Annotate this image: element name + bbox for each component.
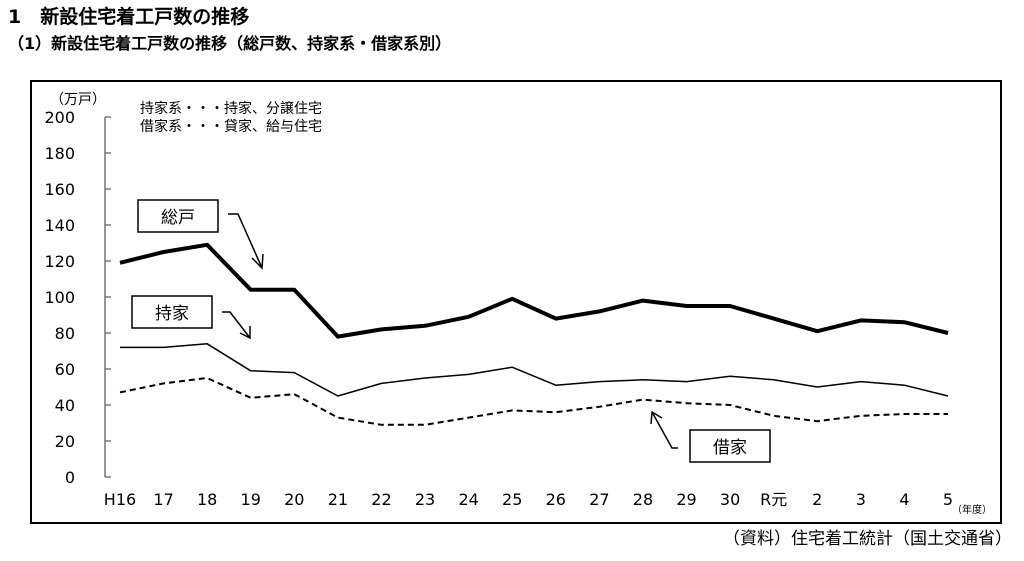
y-tick-label: 20	[55, 432, 75, 451]
x-tick-label: 28	[633, 490, 653, 509]
legend-note-rental: 借家系・・・貸家、給与住宅	[140, 118, 322, 135]
x-tick-label: 5	[943, 490, 953, 509]
x-tick-label: 2	[812, 490, 822, 509]
x-tick-label: 4	[899, 490, 909, 509]
series-line-thin	[120, 343, 949, 397]
x-tick-label: 26	[546, 490, 566, 509]
label-box-rental	[689, 429, 771, 463]
page-title: 1 新設住宅着工戸数の推移	[8, 6, 250, 28]
source-note: （資料）住宅着工統計（国土交通省）	[723, 529, 1012, 549]
label-box-total	[137, 199, 219, 233]
x-tick-label: 29	[676, 490, 696, 509]
y-tick-label: 200	[44, 108, 75, 127]
label-box-owner	[131, 295, 213, 329]
y-axis-label: （万戸）	[50, 92, 106, 108]
y-tick-label: 60	[55, 360, 75, 379]
x-axis-label: （年度）	[952, 503, 992, 516]
y-tick-label: 80	[55, 324, 75, 343]
y-tick-label: 100	[44, 288, 75, 307]
x-tick-label: 18	[197, 490, 217, 509]
y-tick-label: 140	[44, 216, 75, 235]
x-tick-label: 19	[241, 490, 261, 509]
x-tick-label: 21	[328, 490, 348, 509]
legend-note-owner: 持家系・・・持家、分譲住宅	[140, 100, 322, 117]
chart-frame	[30, 80, 1002, 524]
series-line-dashed	[119, 377, 948, 426]
y-tick-label: 180	[44, 144, 75, 163]
x-tick-label: 22	[371, 490, 391, 509]
y-tick-label: 40	[55, 396, 75, 415]
x-tick-label: 23	[415, 490, 435, 509]
label-owner: 持家	[155, 304, 189, 324]
y-tick-label: 160	[44, 180, 75, 199]
label-total: 総戸	[161, 208, 195, 228]
label-rental: 借家	[713, 438, 747, 458]
x-tick-label: 20	[284, 490, 304, 509]
x-tick-label: R元	[760, 490, 787, 509]
x-tick-label: 24	[458, 490, 478, 509]
arrow-total	[228, 213, 264, 270]
y-tick-label: 0	[65, 468, 75, 487]
arrow-owner	[222, 311, 251, 340]
x-tick-label: H16	[104, 490, 136, 509]
arrow-rental	[650, 410, 678, 449]
y-tick-label: 120	[44, 252, 75, 271]
x-tick-label: 30	[720, 490, 740, 509]
chart-subtitle: （1）新設住宅着工戸数の推移（総戸数、持家系・借家系別）	[8, 34, 452, 53]
x-tick-label: 27	[589, 490, 609, 509]
x-tick-label: 17	[153, 490, 173, 509]
x-tick-label: 25	[502, 490, 522, 509]
x-tick-label: 3	[856, 490, 866, 509]
series-line-thick	[119, 242, 949, 339]
